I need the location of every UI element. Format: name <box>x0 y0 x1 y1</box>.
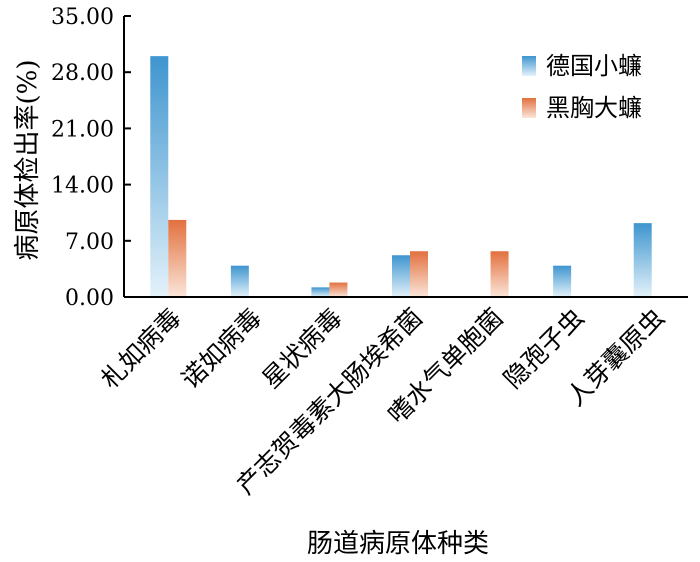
bar-oriental-cockroach <box>410 251 428 297</box>
y-axis-ticks: 0.00 7.00 14.00 21.00 28.00 35.00 <box>51 5 131 311</box>
y-tick-label: 35.00 <box>51 5 114 30</box>
legend-label: 德国小蠊 <box>546 52 642 80</box>
y-axis-title-text: 病原体检出率(%) <box>13 60 43 261</box>
bar-german-cockroach <box>150 56 169 298</box>
x-tick-label: 诺如病毒 <box>176 303 267 394</box>
bar-german-cockroach <box>392 255 410 297</box>
x-axis-title: 肠道病原体种类 <box>307 529 489 559</box>
bars <box>150 56 652 298</box>
y-tick-label: 21.00 <box>51 117 114 142</box>
legend-swatch <box>522 98 536 118</box>
bar-oriental-cockroach <box>490 251 509 297</box>
bar-german-cockroach <box>553 265 572 297</box>
legend-swatch <box>522 56 536 76</box>
legend-label: 黑胸大蠊 <box>546 94 642 122</box>
x-tick-label: 札如病毒 <box>95 303 186 394</box>
y-tick-label: 0.00 <box>65 286 114 311</box>
y-axis-title: 病原体检出率(%) <box>13 60 43 261</box>
y-tick-label: 28.00 <box>51 61 114 86</box>
bar-german-cockroach <box>311 287 330 297</box>
y-tick-label: 7.00 <box>65 230 114 255</box>
y-tick-label: 14.00 <box>51 174 114 199</box>
bar-german-cockroach <box>633 223 652 297</box>
bar-oriental-cockroach <box>168 219 187 297</box>
bar-oriental-cockroach <box>329 282 348 297</box>
bar-german-cockroach <box>230 265 249 297</box>
